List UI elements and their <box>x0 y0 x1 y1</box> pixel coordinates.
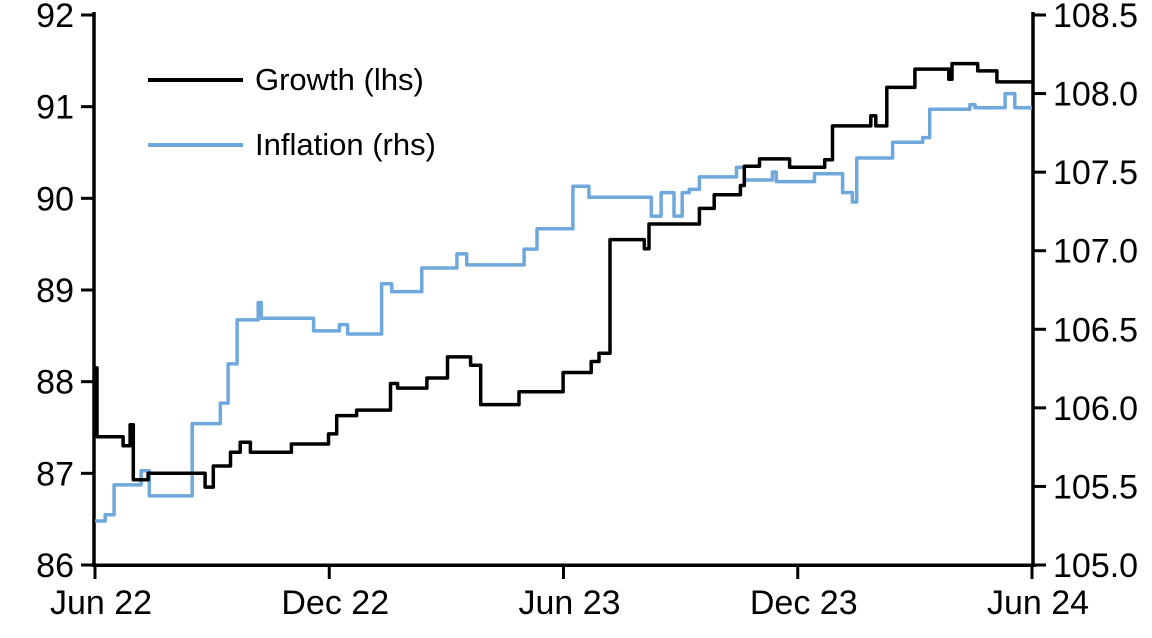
legend: Growth (lhs) Inflation (rhs) <box>148 64 436 160</box>
growth-line-swatch <box>148 77 243 82</box>
legend-item-growth: Growth (lhs) <box>148 64 436 95</box>
right-axis-tick-label: 108.5 <box>1053 0 1138 35</box>
left-axis-tick-label: 88 <box>36 364 74 402</box>
legend-label-growth: Growth (lhs) <box>255 62 424 97</box>
left-axis-tick-label: 89 <box>36 272 74 310</box>
left-axis-tick-label: 86 <box>36 547 74 585</box>
left-axis-tick-label: 91 <box>36 89 74 127</box>
left-axis-tick-label: 90 <box>36 180 74 218</box>
right-axis-tick-label: 105.5 <box>1053 468 1138 506</box>
x-axis-tick-label: Dec 22 <box>281 584 389 622</box>
right-axis-tick-label: 108.0 <box>1053 76 1138 114</box>
legend-label-inflation: Inflation (rhs) <box>255 127 436 162</box>
x-axis-tick-label: Jun 24 <box>987 584 1089 622</box>
left-axis-tick-label: 87 <box>36 455 74 493</box>
right-axis-tick-label: 105.0 <box>1053 547 1138 585</box>
right-axis-tick-label: 106.0 <box>1053 390 1138 428</box>
legend-item-inflation: Inflation (rhs) <box>148 129 436 160</box>
inflation-series-line <box>95 91 1032 523</box>
right-axis-tick-label: 107.0 <box>1053 233 1138 271</box>
x-axis-tick-label: Jun 22 <box>50 584 152 622</box>
left-axis-tick-label: 92 <box>36 0 74 35</box>
x-axis-tick-label: Jun 23 <box>518 584 620 622</box>
x-axis-tick-label: Dec 23 <box>750 584 858 622</box>
growth-series-line <box>95 61 1032 489</box>
right-axis-tick-label: 107.5 <box>1053 154 1138 192</box>
right-axis-tick-label: 106.5 <box>1053 311 1138 349</box>
inflation-line-swatch <box>148 142 243 147</box>
